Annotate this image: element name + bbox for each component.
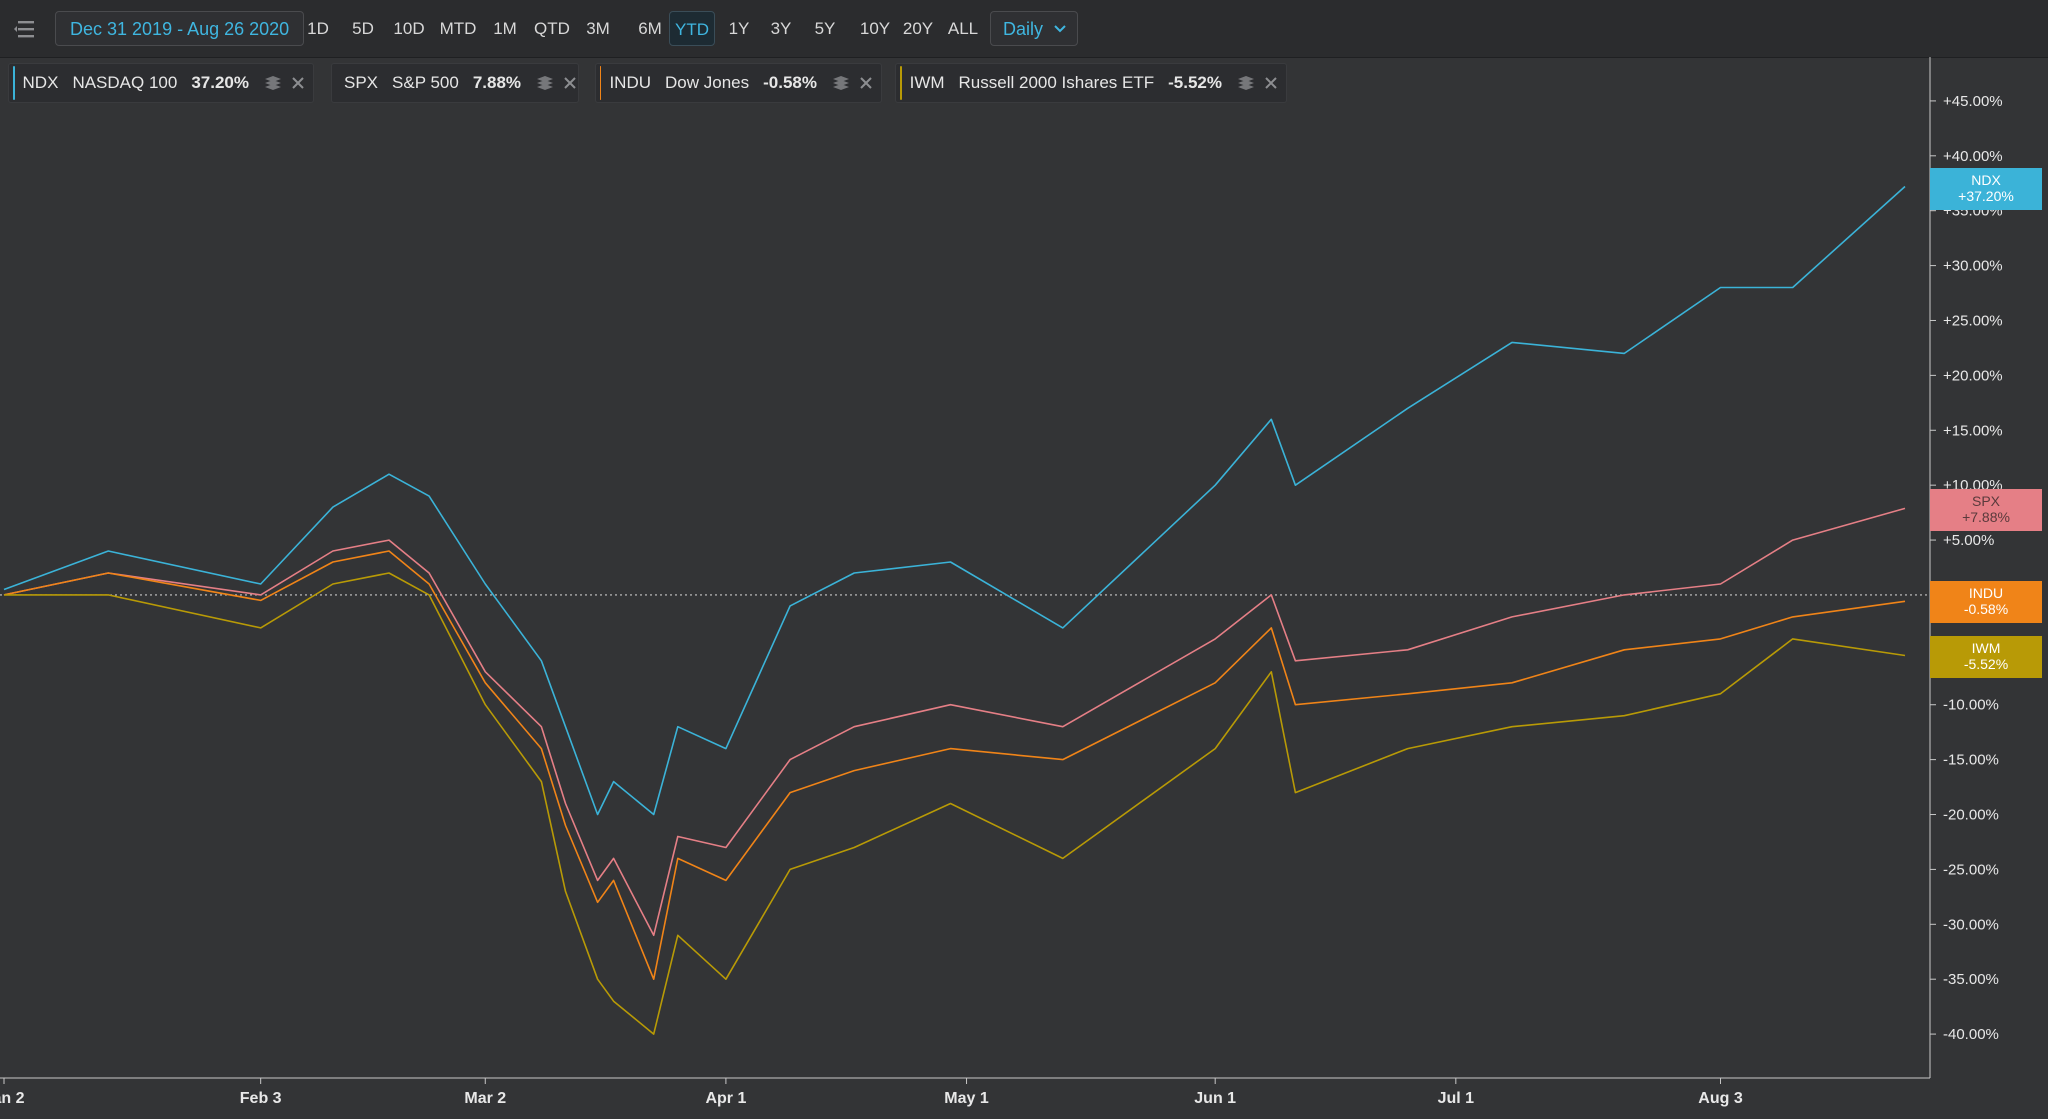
series-line-indu [3, 550, 1906, 981]
y-tick-label: +5.00% [1943, 532, 1994, 549]
plot-area [0, 57, 1931, 1079]
x-tick-label: Feb 3 [240, 1090, 282, 1107]
range-button-all[interactable]: ALL [947, 19, 979, 38]
y-tick-label: +45.00% [1943, 93, 2003, 110]
x-tick-label: Aug 3 [1698, 1090, 1743, 1107]
x-tick-label: Apr 1 [705, 1090, 746, 1107]
y-tick-label: +40.00% [1943, 148, 2003, 165]
y-tick-label: +20.00% [1943, 367, 2003, 384]
end-tag-indu [1930, 581, 2042, 623]
end-tags: NDX+37.20% SPX+7.88% INDU-0.58% IWM-5.52% [1930, 168, 2042, 678]
end-tag-ndx [1930, 168, 2042, 210]
chart: +45.00%+40.00%+35.00%+30.00%+25.00%+20.0… [0, 57, 2042, 1107]
date-range-picker[interactable]: Dec 31 2019 - Aug 26 2020 [55, 11, 305, 46]
end-tag-spx [1930, 489, 2042, 531]
series-color-swatch [900, 66, 902, 100]
x-tick-label: Mar 2 [464, 1090, 506, 1107]
series-change: -5.52% [1168, 73, 1222, 92]
series-symbol: IWM [909, 73, 945, 92]
range-button-10y[interactable]: 10Y [859, 19, 891, 38]
menu-button[interactable] [10, 14, 40, 44]
close-icon[interactable] [859, 76, 873, 90]
range-button-1m[interactable]: 1M [493, 19, 517, 38]
legend-chip-iwm[interactable]: IWM Russell 2000 Ishares ETF -5.52% [895, 63, 1287, 103]
interval-dropdown[interactable]: Daily [990, 11, 1078, 46]
legend-chip-indu[interactable]: INDU Dow Jones -0.58% [595, 63, 882, 103]
close-icon[interactable] [563, 76, 577, 90]
x-axis: Jan 2 Feb 3 Mar 2 Apr 1 May 1 Jun 1 Jul 1 Aug 3 [0, 1078, 1743, 1107]
end-tag-label: SPX [1972, 493, 2001, 509]
series-change: 7.88% [472, 73, 522, 92]
series-color-swatch [600, 66, 602, 100]
range-button-6m[interactable]: 6M [638, 19, 662, 38]
end-tag-iwm [1930, 636, 2042, 678]
range-button-1y[interactable]: 1Y [728, 19, 750, 38]
series-line-spx [3, 507, 1906, 937]
y-tick-label: -35.00% [1943, 971, 1999, 988]
layers-icon[interactable] [263, 74, 283, 92]
range-button-3y[interactable]: 3Y [770, 19, 792, 38]
y-tick-label: -10.00% [1943, 697, 1999, 714]
end-tag-label: +7.88% [1962, 509, 2010, 525]
y-tick-label: -20.00% [1943, 807, 1999, 824]
end-tag-label: +37.20% [1958, 188, 2014, 204]
series-symbol: NDX [22, 73, 59, 92]
range-button-5d[interactable]: 5D [352, 19, 374, 38]
menu-icon [14, 21, 34, 38]
series-name: NASDAQ 100 [72, 73, 178, 92]
series-color-swatch [13, 66, 15, 100]
range-button-mtd[interactable]: MTD [439, 19, 477, 38]
end-tag-label: NDX [1971, 172, 2001, 188]
series-change: 37.20% [191, 73, 249, 92]
range-button-qtd[interactable]: QTD [534, 19, 570, 38]
x-tick-label: Jan 2 [0, 1090, 25, 1107]
layers-icon[interactable] [1236, 74, 1256, 92]
x-tick-label: Jul 1 [1438, 1090, 1475, 1107]
range-button-3m[interactable]: 3M [586, 19, 610, 38]
range-button-1d[interactable]: 1D [307, 19, 329, 38]
interval-label: Daily [1003, 19, 1044, 39]
range-button-ytd[interactable]: YTD [669, 11, 715, 46]
series-name: S&P 500 [392, 73, 459, 92]
end-tag-label: IWM [1972, 640, 2001, 656]
x-tick-label: May 1 [944, 1090, 989, 1107]
range-button-5y[interactable]: 5Y [814, 19, 836, 38]
series-change: -0.58% [763, 73, 817, 92]
y-tick-label: +30.00% [1943, 258, 2003, 275]
series-symbol: INDU [609, 73, 652, 92]
series-name: Dow Jones [665, 73, 750, 92]
end-tag-label: -5.52% [1964, 656, 2008, 672]
y-tick-label: -40.00% [1943, 1026, 1999, 1043]
series-line-ndx [3, 185, 1906, 816]
series-symbol: SPX [344, 73, 379, 92]
legend-chip-spx[interactable]: SPX S&P 500 7.88% [331, 63, 579, 103]
end-tag-label: INDU [1969, 585, 2003, 601]
y-axis: +45.00%+40.00%+35.00%+30.00%+25.00%+20.0… [1930, 93, 2003, 1043]
close-icon[interactable] [291, 76, 305, 90]
series-name: Russell 2000 Ishares ETF [958, 73, 1155, 92]
layers-icon[interactable] [831, 74, 851, 92]
range-button-10d[interactable]: 10D [393, 19, 425, 38]
layers-icon[interactable] [535, 74, 555, 92]
series-lines [3, 185, 1906, 1035]
y-tick-label: -30.00% [1943, 916, 1999, 933]
y-tick-label: -25.00% [1943, 861, 1999, 878]
chevron-down-icon [1054, 25, 1066, 33]
x-tick-label: Jun 1 [1194, 1090, 1236, 1107]
toolbar: Dec 31 2019 - Aug 26 2020 1D 5D 10D MTD 1M QT… [0, 0, 2048, 58]
series-line-iwm [4, 572, 1906, 1035]
end-tag-label: -0.58% [1964, 601, 2008, 617]
range-button-20y[interactable]: 20Y [902, 19, 934, 38]
y-tick-label: +25.00% [1943, 312, 2003, 329]
y-tick-label: -15.00% [1943, 752, 1999, 769]
y-tick-label: +15.00% [1943, 422, 2003, 439]
close-icon[interactable] [1264, 76, 1278, 90]
legend-chip-ndx[interactable]: NDX NASDAQ 100 37.20% [8, 63, 314, 103]
